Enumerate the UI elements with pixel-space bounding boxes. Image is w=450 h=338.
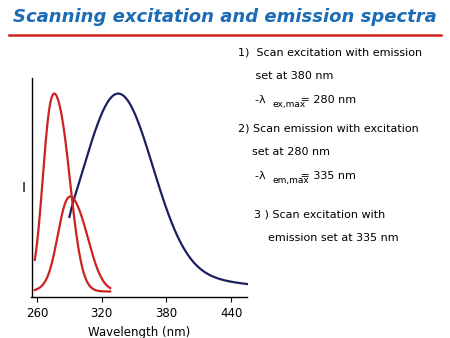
Text: = 280 nm: = 280 nm [297,95,356,105]
Text: 3 ) Scan excitation with: 3 ) Scan excitation with [254,210,386,220]
Text: emission set at 335 nm: emission set at 335 nm [254,233,399,243]
Text: set at 280 nm: set at 280 nm [238,147,330,157]
Y-axis label: I: I [21,180,25,195]
Text: = 335 nm: = 335 nm [297,171,356,181]
Text: set at 380 nm: set at 380 nm [238,71,334,81]
Text: Scanning excitation and emission spectra: Scanning excitation and emission spectra [13,8,437,26]
Text: -λ: -λ [248,95,265,105]
Text: 2) Scan emission with excitation: 2) Scan emission with excitation [238,123,419,134]
Text: ex,max: ex,max [272,100,306,110]
Text: -λ: -λ [248,171,265,181]
Text: em,max: em,max [272,176,309,186]
Text: 1)  Scan excitation with emission: 1) Scan excitation with emission [238,47,423,57]
X-axis label: Wavelength (nm): Wavelength (nm) [88,326,191,338]
